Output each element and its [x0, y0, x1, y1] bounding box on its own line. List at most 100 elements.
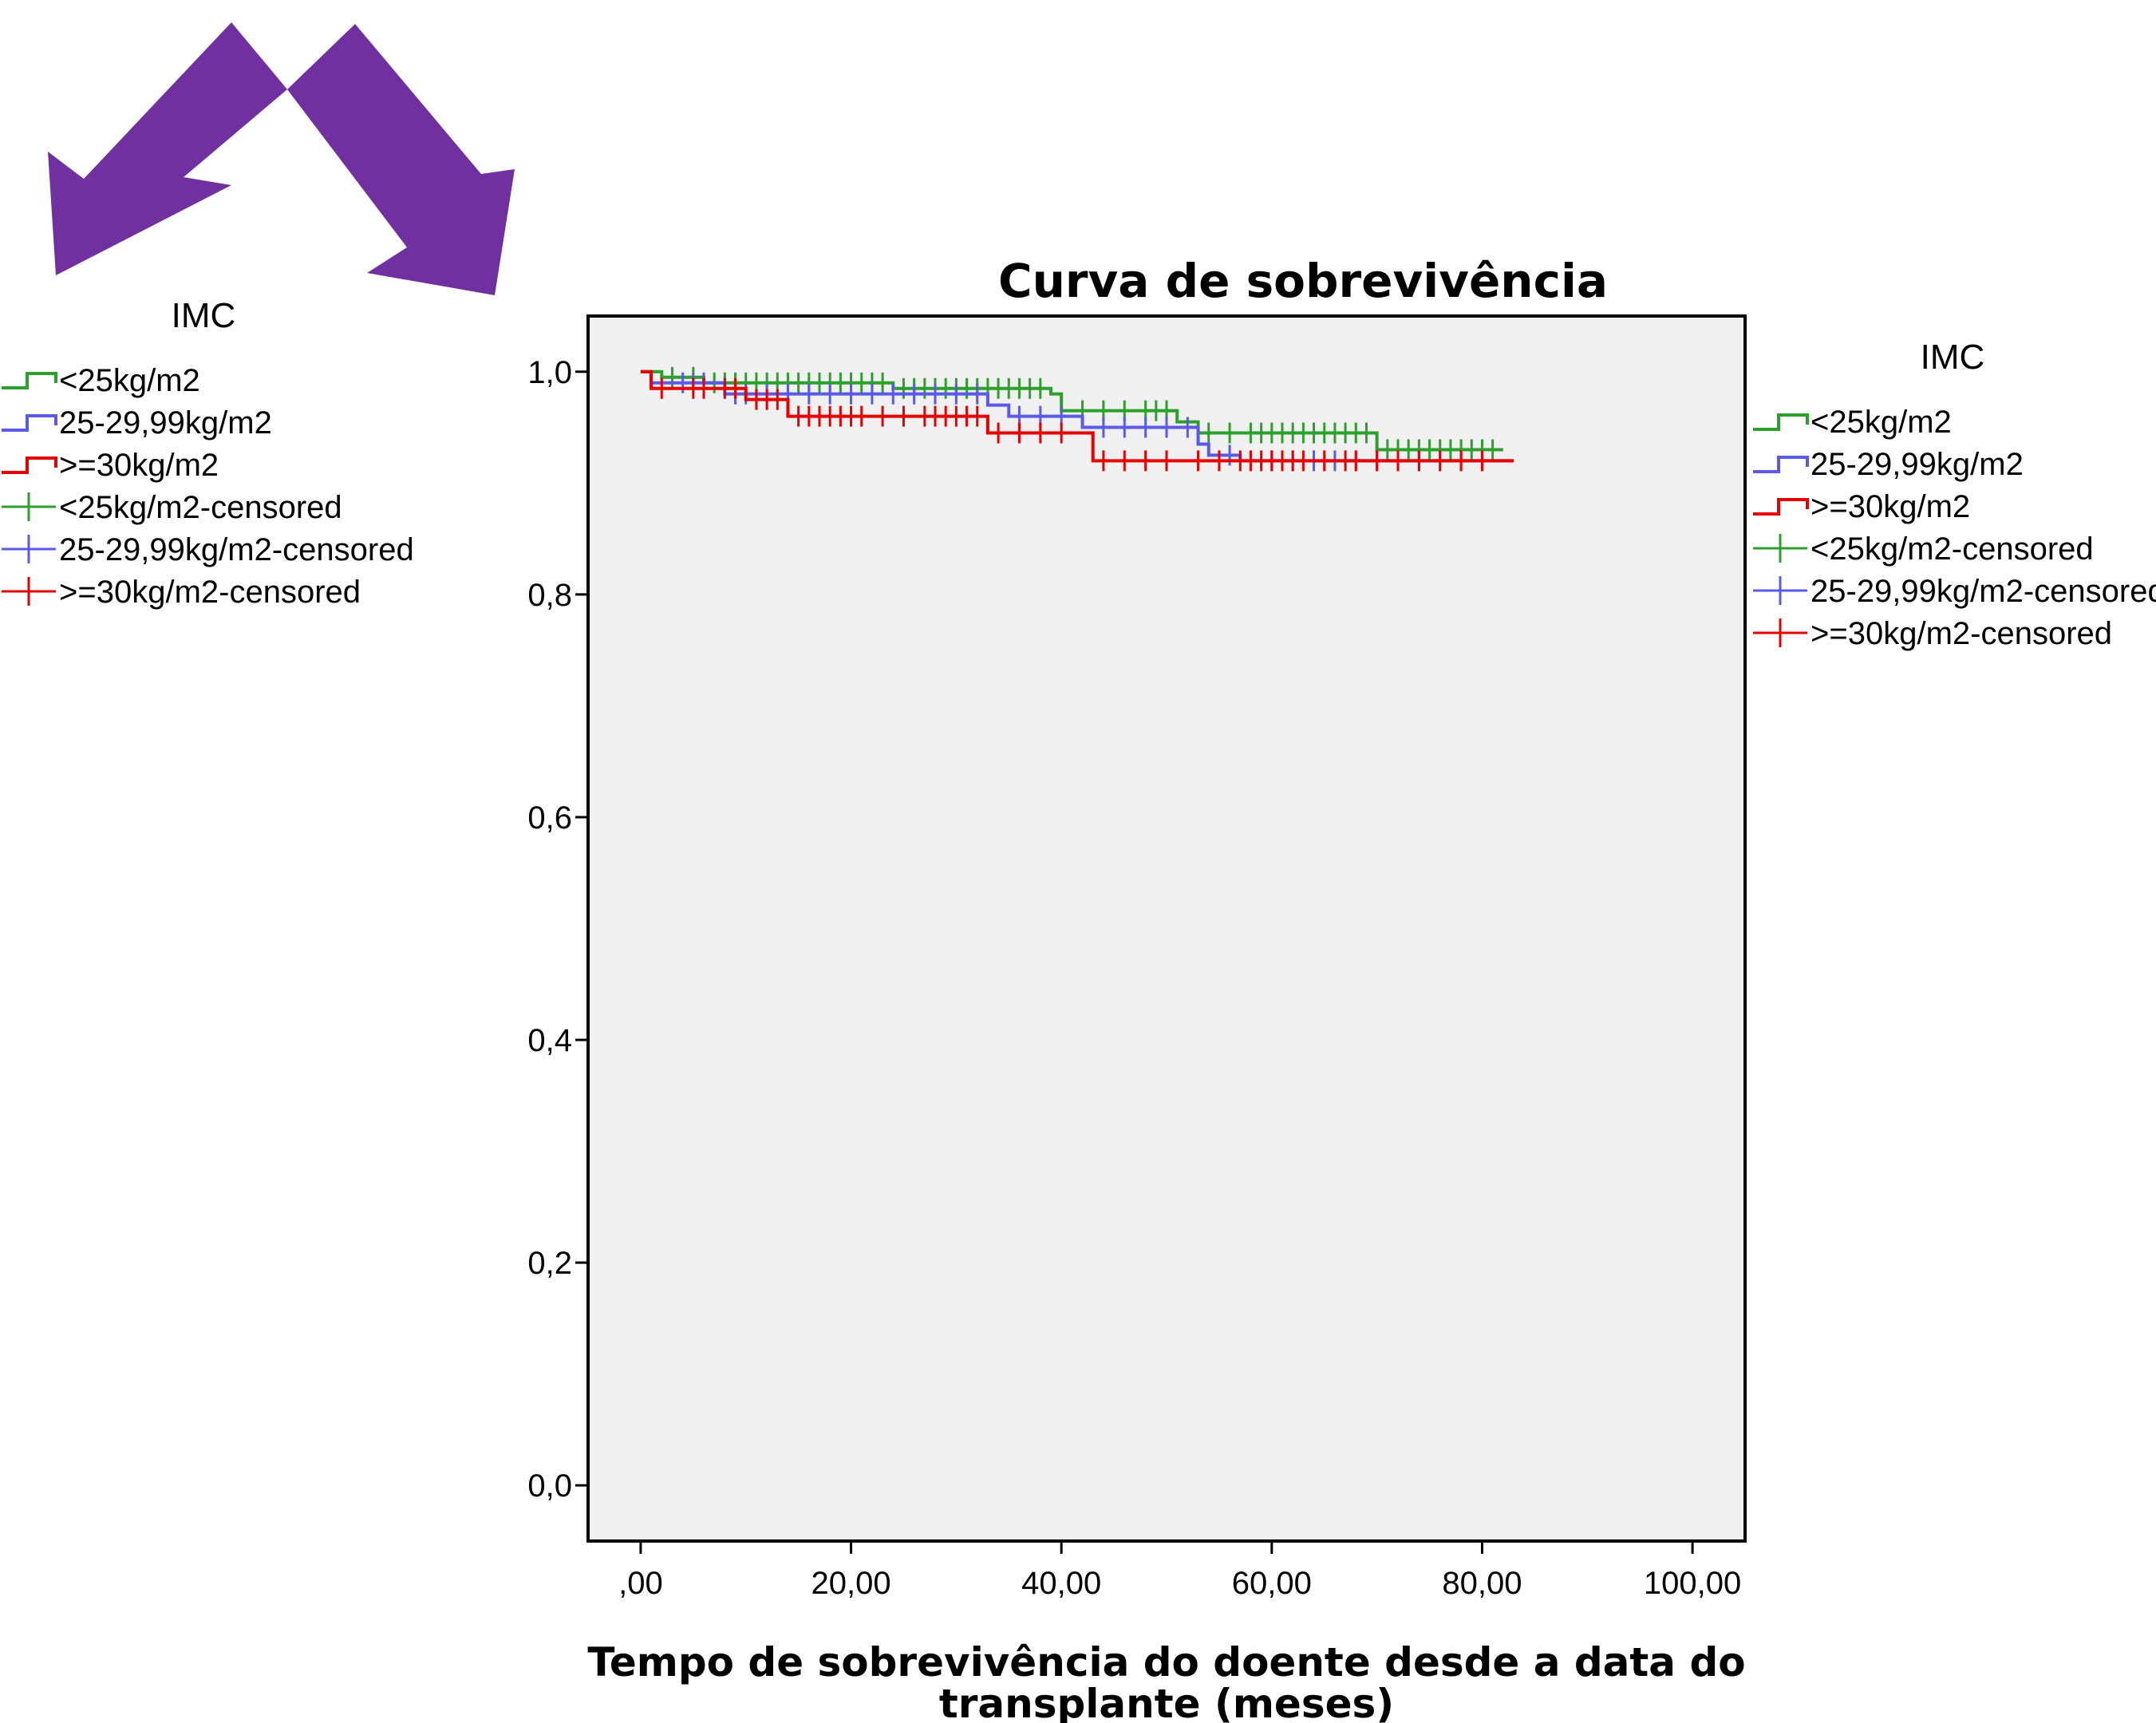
censor-mark	[896, 405, 911, 427]
legend-item: >=30kg/m2-censored	[1753, 616, 2112, 651]
legend-copy-label: >=30kg/m2	[59, 448, 219, 483]
legend-copy-label: >=30kg/m2-censored	[59, 575, 361, 610]
censor-mark	[1412, 450, 1427, 472]
y-axis: 0,0 0,2 0,4 0,6 0,8 1,0	[527, 355, 588, 1504]
censor-mark	[875, 405, 890, 427]
censor-mark	[1348, 450, 1364, 472]
left-arrow-shape	[48, 22, 287, 275]
censor-mark	[801, 383, 816, 405]
y-tick-label: 0,0	[527, 1468, 572, 1504]
legend-title: IMC	[1921, 338, 1985, 377]
censor-mark	[906, 383, 922, 405]
censor-mark	[1191, 450, 1206, 472]
censor-mark	[928, 383, 942, 405]
y-tick-label: 1,0	[527, 355, 572, 390]
censor-mark	[1138, 417, 1153, 438]
x-axis-label-line-2: transplante (meses)	[939, 1681, 1394, 1723]
x-tick-label: ,00	[618, 1566, 663, 1601]
censor-mark	[697, 377, 711, 399]
legend-copy: IMC <25kg/m225-29,99kg/m2>=30kg/m2<25kg/…	[2, 296, 414, 610]
x-axis-label-line-1: Tempo de sobrevivência do doente desde a…	[587, 1639, 1745, 1685]
legend-label: <25kg/m2-censored	[1810, 532, 2094, 567]
legend-copy-label: <25kg/m2-censored	[59, 490, 342, 525]
plot-area	[586, 314, 1747, 1543]
censor-mark	[1033, 377, 1048, 399]
censor-mark	[1159, 417, 1174, 438]
legend: IMC <25kg/m225-29,99kg/m2>=30kg/m2<25kg/…	[1753, 338, 2156, 651]
censor-mark	[843, 383, 859, 405]
y-tick-label: 0,6	[527, 800, 572, 836]
censor-mark	[1475, 450, 1490, 472]
censor-mark	[1369, 450, 1384, 472]
legend-item: <25kg/m2	[1753, 405, 1952, 440]
censor-mark	[1096, 417, 1111, 438]
x-tick-label: 20,00	[811, 1566, 890, 1601]
x-tick-label: 100,00	[1644, 1566, 1741, 1601]
legend-label: 25-29,99kg/m2	[1810, 447, 2024, 482]
legend-copy-item: 25-29,99kg/m2	[2, 405, 272, 441]
legend-item: <25kg/m2-censored	[1753, 532, 2094, 567]
purple-arrows	[48, 22, 515, 295]
x-tick-label: 40,00	[1021, 1566, 1101, 1601]
censor-mark	[728, 377, 743, 399]
legend-label: <25kg/m2	[1810, 405, 1952, 440]
legend-copy-title: IMC	[172, 296, 236, 335]
censor-mark	[1485, 439, 1500, 460]
series-layer	[640, 366, 1514, 472]
censor-mark	[969, 383, 985, 405]
legend-copy-item: >=30kg/m2	[2, 448, 219, 483]
censor-mark	[1391, 450, 1405, 472]
y-tick-label: 0,2	[527, 1246, 572, 1281]
x-tick-label: 60,00	[1232, 1566, 1312, 1601]
censor-mark	[1201, 422, 1216, 444]
censor-mark	[1432, 450, 1447, 472]
censor-mark	[1012, 422, 1027, 444]
legend-copy-label: 25-29,99kg/m2	[59, 405, 272, 441]
censor-mark	[1180, 417, 1195, 438]
legend-items: <25kg/m2 25-29,99kg/m2 >=30kg/m2 <25kg/m2-c…	[1753, 405, 2156, 651]
censor-mark	[1033, 422, 1048, 444]
chart-title: Curva de sobrevivência	[998, 254, 1608, 308]
legend-item: 25-29,99kg/m2-censored	[1753, 574, 2156, 609]
legend-label: 25-29,99kg/m2-censored	[1810, 574, 2156, 609]
x-tick-label: 80,00	[1442, 1566, 1522, 1601]
censor-mark	[1138, 450, 1153, 472]
censor-mark	[1454, 450, 1469, 472]
x-axis: ,00 20,00 40,00 60,00 80,00 100,00	[618, 1541, 1741, 1601]
censor-mark	[1117, 417, 1132, 438]
y-tick-label: 0,8	[527, 578, 572, 613]
censor-mark	[949, 383, 964, 405]
legend-copy-item: >=30kg/m2-censored	[2, 575, 361, 610]
censor-mark	[1211, 450, 1226, 472]
legend-copy-step-swatch	[2, 372, 57, 389]
legend-copy-step-swatch	[2, 456, 57, 474]
censor-mark	[1359, 422, 1374, 444]
censor-mark	[1159, 450, 1174, 472]
legend-copy-item: <25kg/m2-censored	[2, 490, 342, 525]
legend-copy-label: <25kg/m2	[59, 363, 200, 398]
y-tick-label: 0,4	[527, 1023, 572, 1058]
legend-step-swatch	[1753, 498, 1809, 516]
censor-mark	[969, 405, 985, 427]
censor-mark	[654, 377, 669, 399]
censor-mark	[1096, 450, 1111, 472]
legend-copy-item: 25-29,99kg/m2-censored	[2, 532, 414, 567]
censor-mark	[1054, 422, 1069, 444]
legend-copy-step-swatch	[2, 414, 57, 432]
censor-mark	[991, 422, 1006, 444]
legend-step-swatch	[1753, 413, 1809, 431]
legend-copy-items: <25kg/m2 25-29,99kg/m2 >=30kg/m2 <25kg/m2-c…	[2, 363, 414, 610]
censor-mark	[1296, 450, 1311, 472]
legend-step-swatch	[1753, 456, 1809, 473]
censor-mark	[770, 389, 785, 410]
survival-line-series-2	[640, 369, 1514, 463]
censor-mark	[823, 383, 838, 405]
legend-label: >=30kg/m2-censored	[1810, 616, 2112, 651]
censor-mark	[864, 383, 879, 405]
legend-item: 25-29,99kg/m2	[1753, 447, 2024, 482]
legend-copy-item: <25kg/m2	[2, 363, 200, 398]
legend-item: >=30kg/m2	[1753, 489, 1970, 524]
censor-mark	[1222, 422, 1238, 444]
censor-mark	[1117, 450, 1132, 472]
